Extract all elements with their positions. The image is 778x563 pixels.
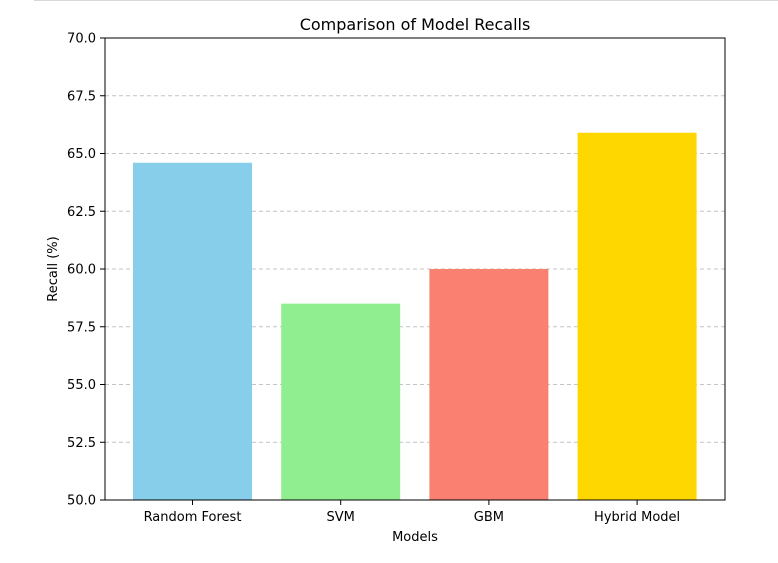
x-tick-label: Hybrid Model — [594, 510, 680, 525]
x-axis-ticks: Random Forest SVM GBM Hybrid Model — [144, 500, 680, 525]
y-axis-label: Recall (%) — [46, 236, 61, 301]
x-tick-label: GBM — [474, 510, 504, 525]
y-tick-label: 65.0 — [67, 147, 96, 162]
x-tick-label: Random Forest — [144, 510, 242, 525]
y-tick-label: 52.5 — [67, 436, 96, 451]
y-tick-label: 67.5 — [67, 89, 96, 104]
y-tick-label: 60.0 — [67, 263, 96, 278]
y-tick-label: 62.5 — [67, 205, 96, 220]
chart-title: Comparison of Model Recalls — [300, 15, 531, 34]
bar-gbm — [429, 269, 549, 500]
bar-svm — [281, 303, 401, 500]
y-axis-ticks: 50.0 52.5 55.0 57.5 60.0 62.5 65.0 67.5 70.0 — [67, 32, 105, 509]
x-tick-label: SVM — [327, 510, 355, 525]
bar-hybrid-model — [577, 132, 697, 500]
bar-random-forest — [133, 162, 252, 501]
y-tick-label: 70.0 — [67, 32, 96, 47]
bars — [133, 132, 697, 501]
y-tick-label: 57.5 — [67, 320, 96, 335]
y-tick-label: 50.0 — [67, 494, 96, 509]
x-axis-label: Models — [392, 530, 438, 545]
grid-lines — [105, 95, 725, 443]
top-border-line — [34, 0, 778, 1]
y-tick-label: 55.0 — [67, 378, 96, 393]
